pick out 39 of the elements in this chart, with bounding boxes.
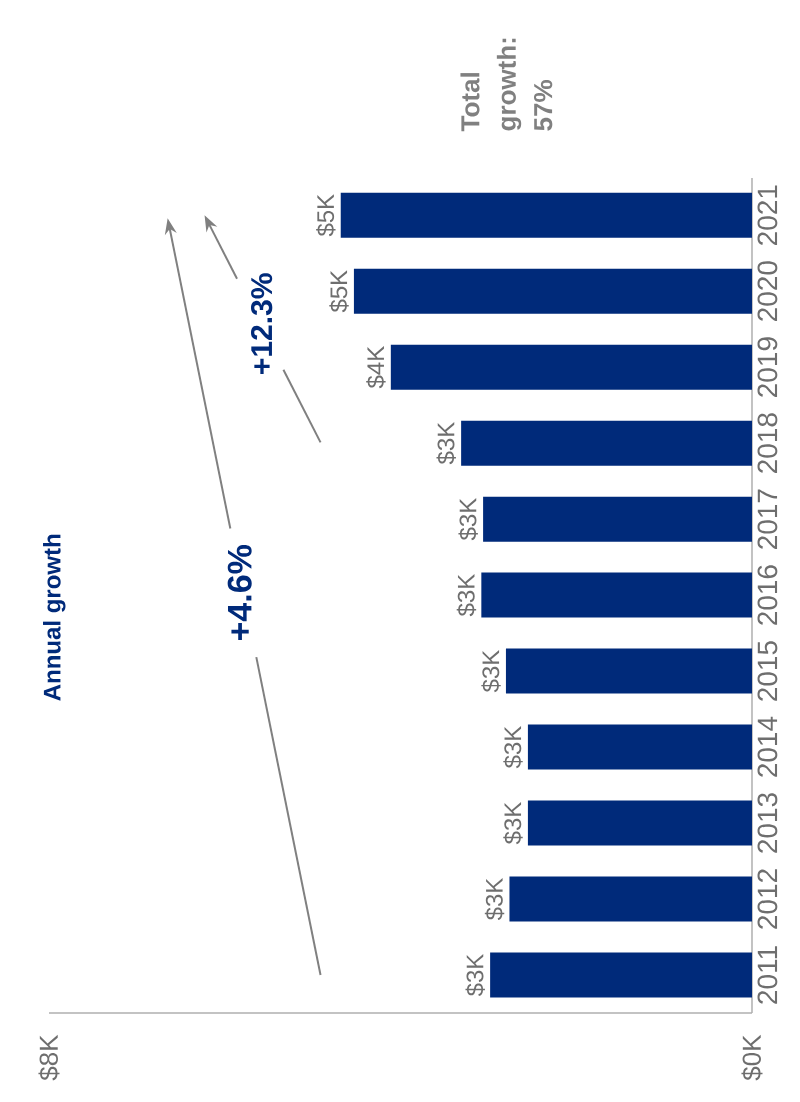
data-label: $3K bbox=[503, 801, 523, 845]
x-tick-label: $0K bbox=[741, 1034, 763, 1081]
bar bbox=[353, 268, 752, 314]
y-tick-label: 2021 bbox=[757, 185, 778, 245]
bar bbox=[340, 192, 752, 238]
bar bbox=[527, 800, 752, 846]
annotation: Annual growth bbox=[43, 534, 66, 701]
text: Total growth: 57% bbox=[460, 38, 553, 132]
data-label: $4K bbox=[366, 346, 386, 389]
y-tick-label: 2018 bbox=[757, 413, 778, 473]
y-tick-label: 2017 bbox=[757, 489, 778, 549]
y-tick-label: 2016 bbox=[757, 565, 778, 625]
annotation: +12.3% bbox=[251, 273, 273, 374]
y-tick-label: 2015 bbox=[757, 641, 778, 701]
data-label: $3K bbox=[456, 574, 477, 617]
y-tick-label: 2011 bbox=[757, 946, 778, 1004]
bar bbox=[490, 952, 752, 998]
data-label: $5K bbox=[316, 194, 336, 237]
bar bbox=[390, 344, 752, 390]
bar bbox=[527, 724, 752, 770]
data-label: $3K bbox=[436, 422, 456, 465]
x-tick-label: $8K bbox=[38, 1034, 60, 1081]
y-tick-label: 2020 bbox=[757, 261, 778, 321]
y-tick-label: 2012 bbox=[757, 869, 778, 929]
bar bbox=[505, 648, 752, 694]
bar bbox=[509, 876, 752, 922]
bar bbox=[481, 572, 752, 618]
data-label: $3K bbox=[458, 498, 478, 541]
y-tick-label: 2013 bbox=[757, 793, 778, 853]
annotation: +4.6% bbox=[227, 545, 252, 641]
data-label: $3K bbox=[481, 650, 501, 693]
data-label: $5K bbox=[329, 270, 349, 313]
y-tick-label: 2014 bbox=[757, 716, 778, 777]
data-label: $3K bbox=[503, 726, 523, 769]
y-tick-label: 2019 bbox=[757, 337, 778, 397]
data-label: $3K bbox=[484, 877, 505, 921]
bar bbox=[461, 420, 752, 466]
bar bbox=[483, 496, 752, 542]
data-label: $3K bbox=[465, 953, 485, 997]
